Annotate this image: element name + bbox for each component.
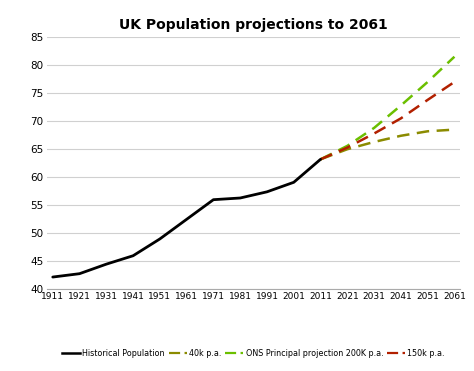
Title: UK Population projections to 2061: UK Population projections to 2061 <box>119 18 388 32</box>
Legend: Historical Population, 40k p.a., ONS Principal projection 200K p.a., 150k p.a.: Historical Population, 40k p.a., ONS Pri… <box>59 346 448 361</box>
